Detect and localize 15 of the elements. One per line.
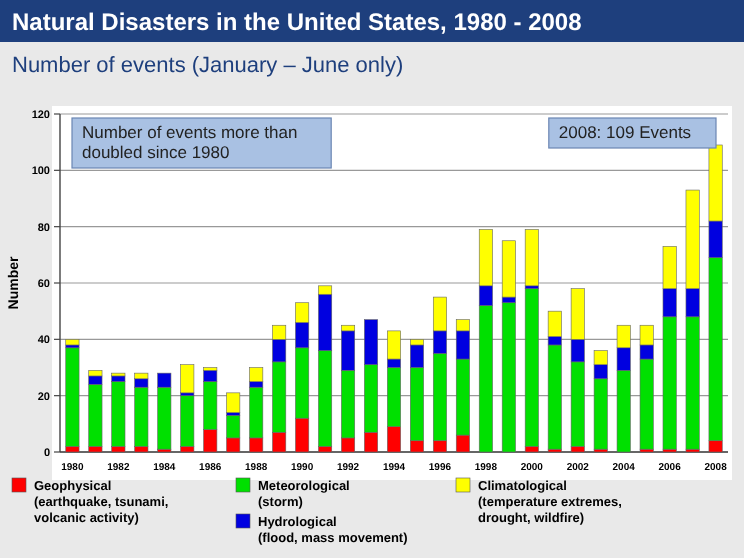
bar (65, 347, 80, 447)
bar (249, 367, 264, 382)
bar (134, 386, 149, 447)
bar (501, 302, 516, 453)
bar (88, 384, 103, 447)
annotation: Number of events more than doubled since 1980 (82, 122, 298, 162)
bar (547, 344, 562, 450)
chart-subtitle: Number of events (January – June only) (12, 54, 404, 78)
bar (501, 240, 516, 298)
chart-title: Natural Disasters in the United States, 1980 - 2008 (12, 8, 583, 36)
annotation: 2008: 109 Events (558, 122, 692, 142)
bar (88, 370, 103, 377)
bar (111, 381, 126, 447)
bar (387, 330, 401, 360)
bar (134, 372, 149, 380)
